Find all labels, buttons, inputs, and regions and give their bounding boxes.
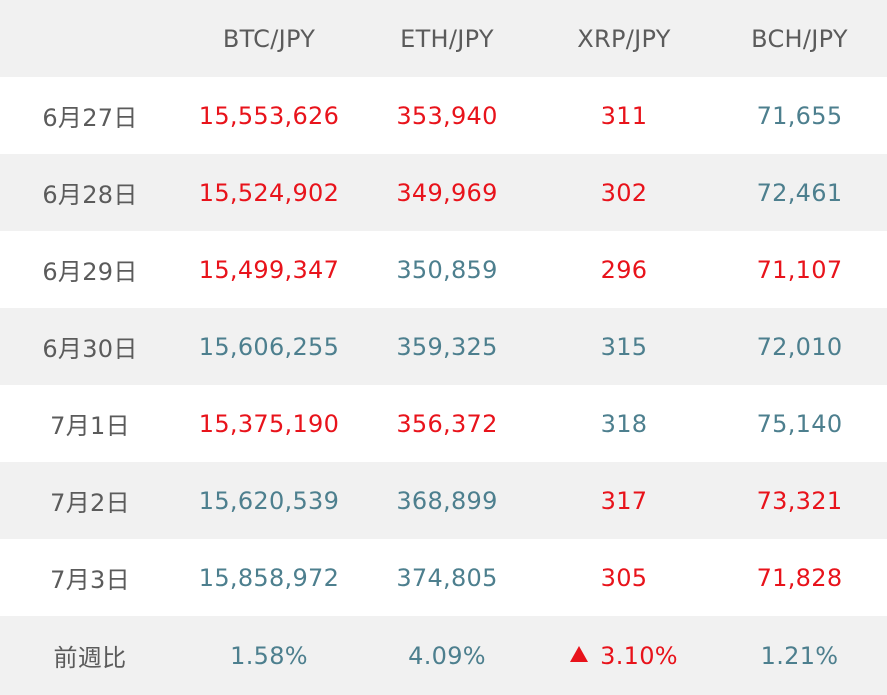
btc-price-cell: 15,606,255 [180, 308, 358, 385]
bch-price-cell: 71,107 [712, 231, 887, 308]
bch-price-cell: 72,461 [712, 154, 887, 231]
bch-price-cell: 75,140 [712, 385, 887, 462]
table-row: 6月28日 15,524,902 349,969 302 72,461 [0, 154, 887, 231]
table-row: 7月2日 15,620,539 368,899 317 73,321 [0, 462, 887, 539]
eth-price-cell: 359,325 [358, 308, 536, 385]
date-cell: 6月29日 [0, 231, 180, 308]
eth-price-cell: 368,899 [358, 462, 536, 539]
date-cell: 7月2日 [0, 462, 180, 539]
date-cell: 6月27日 [0, 77, 180, 154]
bch-price-cell: 73,321 [712, 462, 887, 539]
header-row: BTC/JPY ETH/JPY XRP/JPY BCH/JPY [0, 0, 887, 77]
xrp-price-cell: 305 [536, 539, 712, 616]
table-row: 6月29日 15,499,347 350,859 296 71,107 [0, 231, 887, 308]
date-cell: 7月1日 [0, 385, 180, 462]
eth-price-cell: 356,372 [358, 385, 536, 462]
date-cell: 6月30日 [0, 308, 180, 385]
xrp-price-cell: 318 [536, 385, 712, 462]
btc-price-cell: 15,620,539 [180, 462, 358, 539]
table-row: 6月30日 15,606,255 359,325 315 72,010 [0, 308, 887, 385]
table-row: 7月1日 15,375,190 356,372 318 75,140 [0, 385, 887, 462]
btc-weekly-change: 1.58% [180, 616, 358, 695]
column-header-btc: BTC/JPY [180, 0, 358, 77]
xrp-price-cell: 302 [536, 154, 712, 231]
weekly-change-row: 前週比 1.58% 4.09% 3.10% 1.21% [0, 616, 887, 695]
xrp-price-cell: 311 [536, 77, 712, 154]
eth-price-cell: 353,940 [358, 77, 536, 154]
eth-price-cell: 374,805 [358, 539, 536, 616]
table-row: 7月3日 15,858,972 374,805 305 71,828 [0, 539, 887, 616]
btc-price-cell: 15,375,190 [180, 385, 358, 462]
eth-price-cell: 349,969 [358, 154, 536, 231]
column-header-bch: BCH/JPY [712, 0, 887, 77]
bch-weekly-change: 1.21% [712, 616, 887, 695]
triangle-up-icon [570, 645, 589, 662]
column-header-xrp: XRP/JPY [536, 0, 712, 77]
bch-price-cell: 71,828 [712, 539, 887, 616]
xrp-price-cell: 317 [536, 462, 712, 539]
eth-weekly-change: 4.09% [358, 616, 536, 695]
xrp-weekly-change-value: 3.10% [600, 641, 678, 670]
date-cell: 6月28日 [0, 154, 180, 231]
xrp-weekly-change: 3.10% [536, 616, 712, 695]
btc-price-cell: 15,524,902 [180, 154, 358, 231]
table-row: 6月27日 15,553,626 353,940 311 71,655 [0, 77, 887, 154]
date-cell: 7月3日 [0, 539, 180, 616]
eth-price-cell: 350,859 [358, 231, 536, 308]
bch-price-cell: 72,010 [712, 308, 887, 385]
btc-price-cell: 15,499,347 [180, 231, 358, 308]
column-header-eth: ETH/JPY [358, 0, 536, 77]
btc-price-cell: 15,858,972 [180, 539, 358, 616]
btc-price-cell: 15,553,626 [180, 77, 358, 154]
xrp-price-cell: 296 [536, 231, 712, 308]
bch-price-cell: 71,655 [712, 77, 887, 154]
xrp-price-cell: 315 [536, 308, 712, 385]
corner-cell [0, 0, 180, 77]
weekly-change-label: 前週比 [0, 616, 180, 695]
